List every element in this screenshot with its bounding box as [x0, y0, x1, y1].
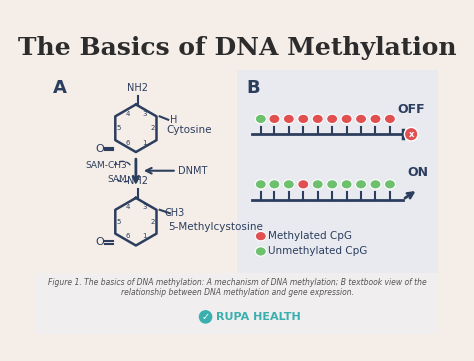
Text: 4: 4	[125, 110, 129, 117]
Text: DNMT: DNMT	[178, 166, 208, 176]
Text: SAM-CH3: SAM-CH3	[86, 161, 128, 170]
Ellipse shape	[255, 231, 266, 241]
Circle shape	[404, 127, 418, 141]
Text: x: x	[409, 130, 414, 139]
Text: OFF: OFF	[397, 103, 425, 116]
Ellipse shape	[283, 114, 294, 123]
Text: Methylated CpG: Methylated CpG	[268, 231, 353, 241]
Text: Unmethylated CpG: Unmethylated CpG	[268, 247, 368, 256]
Ellipse shape	[384, 180, 395, 189]
Ellipse shape	[370, 180, 381, 189]
Ellipse shape	[269, 114, 280, 123]
Ellipse shape	[298, 114, 309, 123]
Ellipse shape	[356, 114, 366, 123]
Text: 1: 1	[142, 234, 146, 239]
Text: The Basics of DNA Methylation: The Basics of DNA Methylation	[18, 36, 456, 61]
FancyBboxPatch shape	[36, 273, 438, 334]
Text: 3: 3	[142, 110, 146, 117]
Ellipse shape	[283, 180, 294, 189]
Text: 1: 1	[142, 140, 146, 146]
Ellipse shape	[356, 180, 366, 189]
Ellipse shape	[370, 114, 381, 123]
Text: NH2: NH2	[127, 83, 148, 92]
Text: CH3: CH3	[165, 208, 185, 218]
Text: 2: 2	[151, 125, 155, 131]
Text: B: B	[246, 79, 260, 97]
Text: Figure 1. The basics of DNA methylation: A mechanism of DNA methylation; B textb: Figure 1. The basics of DNA methylation:…	[47, 278, 427, 297]
Ellipse shape	[255, 180, 266, 189]
Text: A: A	[53, 79, 66, 97]
Text: NH2: NH2	[127, 176, 148, 186]
Text: 3: 3	[142, 204, 146, 210]
Text: 2: 2	[151, 219, 155, 225]
Text: Cytosine: Cytosine	[166, 125, 212, 135]
Text: O: O	[96, 144, 105, 154]
Text: RUPA HEALTH: RUPA HEALTH	[216, 312, 301, 322]
Text: ON: ON	[408, 166, 428, 179]
Polygon shape	[237, 70, 438, 274]
Ellipse shape	[327, 114, 337, 123]
Text: 6: 6	[125, 140, 130, 146]
Ellipse shape	[298, 180, 309, 189]
Circle shape	[199, 310, 212, 324]
FancyBboxPatch shape	[36, 27, 438, 334]
Ellipse shape	[269, 180, 280, 189]
Text: 4: 4	[125, 204, 129, 210]
Ellipse shape	[327, 180, 337, 189]
Text: 5-Methylcystosine: 5-Methylcystosine	[168, 222, 263, 232]
Text: 5: 5	[117, 219, 121, 225]
Text: ✓: ✓	[201, 312, 210, 322]
Ellipse shape	[312, 114, 323, 123]
Text: SAM: SAM	[108, 175, 128, 184]
Ellipse shape	[384, 114, 395, 123]
Text: 5: 5	[117, 125, 121, 131]
Ellipse shape	[341, 180, 352, 189]
Ellipse shape	[255, 114, 266, 123]
Ellipse shape	[341, 114, 352, 123]
Text: O: O	[96, 237, 105, 247]
Ellipse shape	[312, 180, 323, 189]
Text: H: H	[170, 115, 177, 125]
Ellipse shape	[255, 247, 266, 256]
Text: 6: 6	[125, 234, 130, 239]
